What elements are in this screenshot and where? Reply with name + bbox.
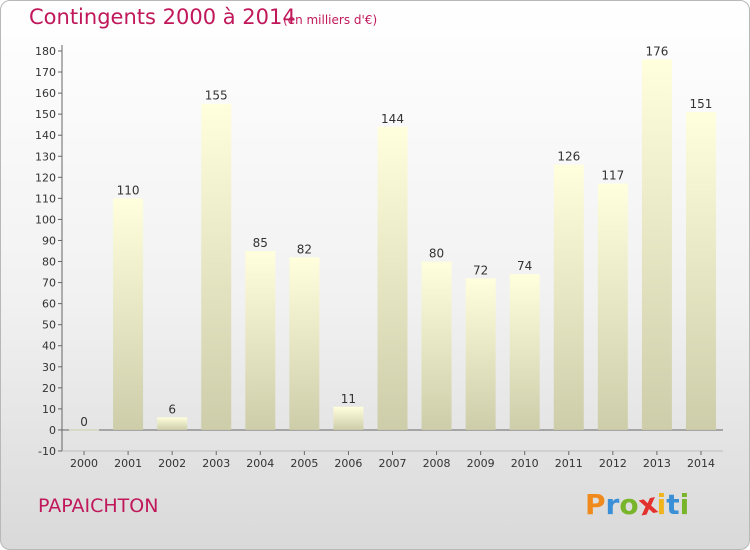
bar [245,251,276,430]
data-label: 126 [557,150,580,164]
data-label: 74 [517,259,532,273]
data-label: 110 [117,183,140,197]
data-label: 72 [473,263,488,277]
x-tick-label: 2001 [114,457,142,470]
x-tick-label: 2002 [158,457,186,470]
y-tick-label: 140 [35,129,56,142]
y-tick-label: 10 [42,403,56,416]
data-label: 6 [168,402,176,416]
data-label: 151 [690,97,713,111]
chart-title: Contingents 2000 à 2014 [29,5,296,29]
y-tick-label: -10 [38,445,56,458]
logo-letter: t [666,488,680,521]
bar [289,257,320,430]
y-tick-label: 30 [42,361,56,374]
x-tick-label: 2010 [511,457,539,470]
x-tick-label: 2012 [599,457,627,470]
data-label: 155 [205,89,228,103]
x-tick-label: 2009 [467,457,495,470]
proxiti-logo[interactable]: Proxiti [585,486,690,522]
x-tick-label: 2004 [246,457,274,470]
x-tick-label: 2011 [555,457,583,470]
x-tick-label: 2003 [202,457,230,470]
bar [421,261,452,430]
y-tick-label: 80 [42,256,56,269]
y-tick-label: 50 [42,319,56,332]
bar [333,406,364,430]
logo-letter: i [656,488,667,521]
data-label: 80 [429,247,444,261]
bar [597,183,628,430]
place-name: PAPAICHTON [38,495,159,517]
bar [685,112,716,430]
y-tick-label: 130 [35,150,56,163]
chart-subtitle: (en milliers d'€) [283,13,378,27]
bar [553,164,584,430]
bar [509,274,540,430]
x-tick-label: 2005 [290,457,318,470]
data-label: 144 [381,112,404,126]
data-label: 82 [297,242,312,256]
x-tick-label: 2008 [423,457,451,470]
y-tick-label: 150 [35,108,56,121]
y-tick-label: 70 [42,277,56,290]
x-tick-label: 2014 [687,457,715,470]
y-tick-label: 120 [35,171,56,184]
y-tick-label: 110 [35,192,56,205]
bar [113,198,144,430]
logo-letter: o [619,488,639,521]
y-tick-label: 20 [42,382,56,395]
logo-letter: i [679,488,690,521]
data-label: 85 [253,236,268,250]
x-tick-label: 2013 [643,457,671,470]
x-tick-label: 2000 [70,457,98,470]
y-tick-label: 100 [35,213,56,226]
logo-letter: P [585,488,606,521]
y-tick-label: 40 [42,340,56,353]
bar [465,278,496,430]
logo-letter: r [605,488,620,521]
y-tick-label: 0 [49,424,56,437]
y-tick-label: 90 [42,234,56,247]
y-tick-label: 180 [35,45,56,58]
y-tick-label: 170 [35,66,56,79]
x-tick-label: 2006 [334,457,362,470]
bar [377,126,408,430]
x-tick-label: 2007 [379,457,407,470]
data-label: 0 [80,415,88,429]
bar [157,417,188,430]
bar [201,103,232,430]
data-label: 117 [601,169,624,183]
y-tick-label: 160 [35,87,56,100]
y-tick-label: 60 [42,298,56,311]
data-label: 11 [341,392,356,406]
bar [641,59,672,430]
data-label: 176 [645,44,668,58]
